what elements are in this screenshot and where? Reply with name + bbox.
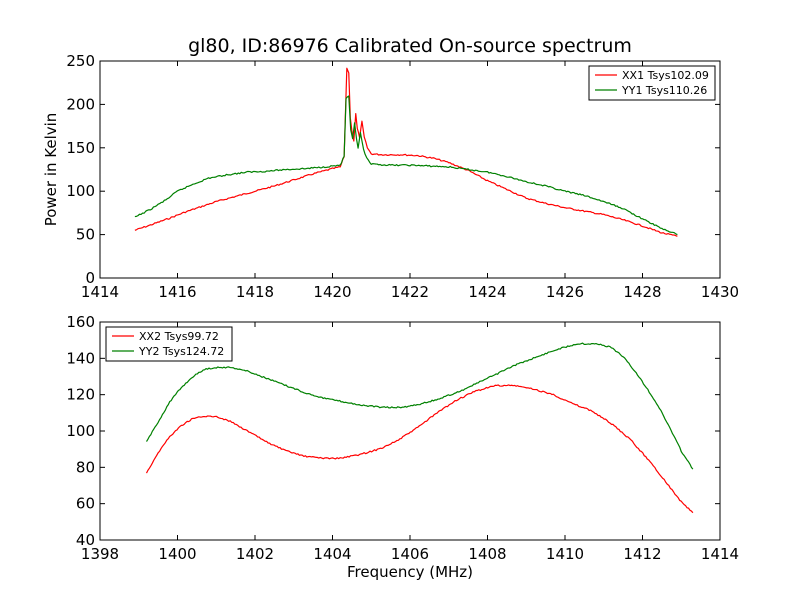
x-tick-label: 1430 [701, 283, 739, 301]
series-line-yy1 [134, 95, 678, 236]
y-tick-label: 50 [76, 226, 95, 244]
y-tick-label: 200 [66, 95, 95, 113]
y-tick-label: 60 [76, 495, 95, 513]
series-line-xx1 [134, 67, 678, 237]
y-tick-label: 120 [66, 386, 95, 404]
y-tick-label: 100 [66, 182, 95, 200]
x-tick-label: 1422 [391, 283, 429, 301]
x-tick-label: 1416 [158, 283, 196, 301]
x-tick-label: 1410 [546, 545, 584, 563]
series-lines-top [134, 67, 678, 237]
y-tick-label: 160 [66, 313, 95, 331]
x-tick-label: 1406 [391, 545, 429, 563]
x-tick-label: 1412 [623, 545, 661, 563]
x-tick-label: 1424 [468, 283, 506, 301]
legend-entry: XX1 Tsys102.09 [622, 69, 709, 82]
legend-bottom: XX2 Tsys99.72 YY2 Tsys124.72 [105, 326, 233, 362]
legend-entry: YY1 Tsys110.26 [621, 84, 707, 97]
x-tick-label: 1418 [236, 283, 274, 301]
bottom-spectrum-panel: Frequency (MHz) 1398 1400 1402 1404 1406 1408… [66, 313, 739, 581]
x-tick-label: 1428 [623, 283, 661, 301]
series-line-yy2 [145, 342, 694, 470]
series-line-xx2 [145, 384, 694, 514]
x-tick-label: 1404 [313, 545, 351, 563]
legend-top: XX1 Tsys102.09 YY1 Tsys110.26 [588, 65, 716, 101]
x-tick-label: 1402 [236, 545, 274, 563]
y-tick-label: 40 [76, 531, 95, 549]
x-tick-label: 1408 [468, 545, 506, 563]
y-tick-label: 0 [85, 269, 95, 287]
legend-entry: XX2 Tsys99.72 [139, 330, 219, 343]
legend-entry: YY2 Tsys124.72 [138, 345, 224, 358]
series-lines-bottom [145, 342, 694, 514]
tick-group-bottom: 1398 1400 1402 1404 1406 1408 1410 1412 1414 40 60… [66, 313, 739, 563]
chart-title: gl80, ID:86976 Calibrated On-source spec… [188, 35, 632, 57]
x-tick-label: 1414 [701, 545, 739, 563]
legend-box [588, 65, 716, 101]
x-tick-label: 1398 [81, 545, 119, 563]
x-tick-label: 1414 [81, 283, 119, 301]
y-tick-label: 150 [66, 139, 95, 157]
y-tick-label: 140 [66, 349, 95, 367]
y-axis-label: Power in Kelvin [42, 113, 60, 227]
x-tick-label: 1426 [546, 283, 584, 301]
y-tick-label: 100 [66, 422, 95, 440]
x-tick-label: 1400 [158, 545, 196, 563]
y-tick-label: 250 [66, 52, 95, 70]
top-spectrum-panel: gl80, ID:86976 Calibrated On-source spec… [42, 35, 739, 301]
y-tick-label: 80 [76, 458, 95, 476]
x-tick-label: 1420 [313, 283, 351, 301]
tick-group-top: 1414 1416 1418 1420 1422 1424 1426 1428 1430 0 50 1… [66, 52, 739, 301]
x-axis-label: Frequency (MHz) [347, 563, 473, 581]
legend-box [105, 326, 233, 362]
